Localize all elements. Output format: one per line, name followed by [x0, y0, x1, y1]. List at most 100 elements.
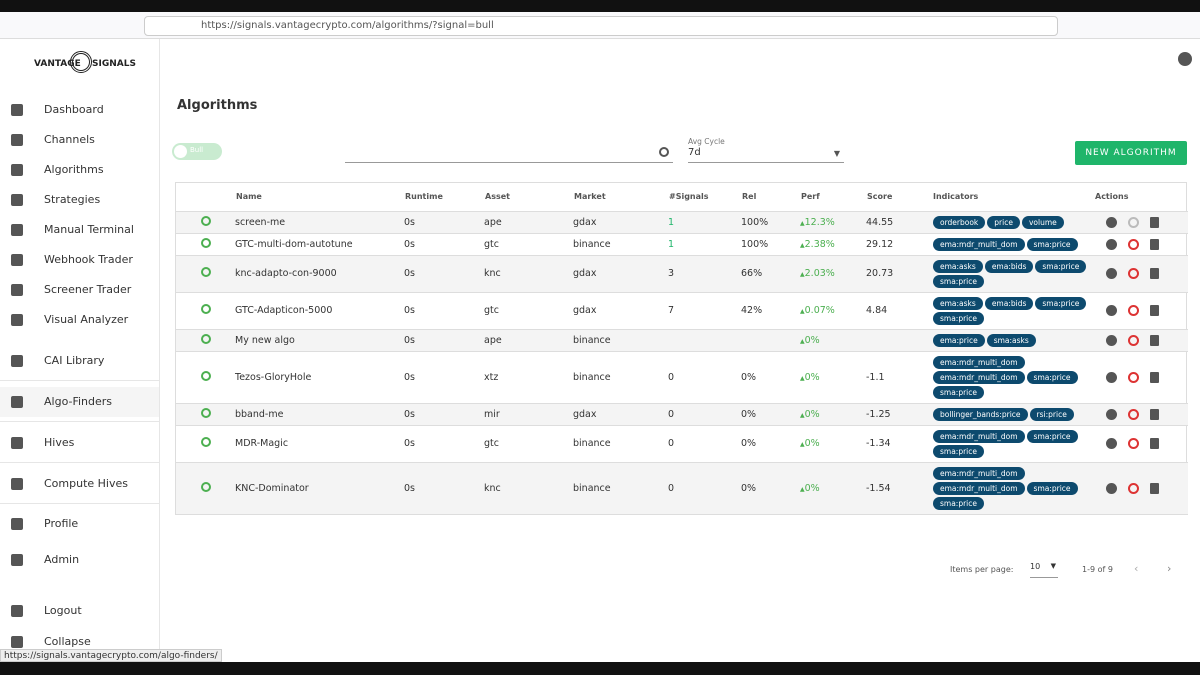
power-icon[interactable] [200, 237, 211, 248]
nav-item[interactable]: Screener Trader [0, 275, 159, 305]
power-cell [176, 211, 235, 234]
nav-label: CAI Library [44, 354, 105, 367]
settings-button[interactable] [1106, 482, 1117, 494]
history-button[interactable] [1128, 334, 1139, 346]
delete-button[interactable] [1150, 305, 1159, 316]
cell [866, 329, 932, 352]
nav-icon [11, 134, 23, 146]
delete-button[interactable] [1150, 268, 1159, 279]
history-button[interactable] [1128, 216, 1139, 228]
bull-toggle[interactable]: Bull [172, 143, 222, 160]
window-bottom [0, 662, 1200, 675]
cell-text: 0% [741, 482, 757, 494]
nav-item[interactable]: CAI Library [0, 346, 159, 376]
power-icon[interactable] [200, 437, 211, 447]
nav-item[interactable]: Admin [0, 545, 159, 575]
nav-item[interactable]: Manual Terminal [0, 215, 159, 245]
header-row: Name Runtime Asset Market #Signals Rel Perf Sco… [176, 183, 1188, 212]
settings-button[interactable] [1106, 216, 1117, 228]
history-button[interactable] [1128, 305, 1139, 316]
history-button[interactable] [1128, 268, 1139, 279]
cell: Tezos-GloryHole [235, 351, 404, 404]
indicators-cell: ema:mdr_multi_dom sma:price sma:price [932, 425, 1094, 463]
delete-button[interactable] [1150, 438, 1159, 449]
settings-button[interactable] [1106, 305, 1117, 316]
avg-cycle-select[interactable]: 7d ▼ [688, 147, 844, 163]
history-button[interactable] [1128, 438, 1139, 449]
next-page[interactable]: › [1167, 562, 1172, 575]
cell-text: -1.1 [866, 371, 885, 383]
indicator-chip: ema:bids [984, 296, 1034, 310]
delete-button[interactable] [1150, 334, 1159, 346]
cell-text: ape [484, 216, 502, 228]
history-button[interactable] [1128, 408, 1139, 420]
delete-button[interactable] [1150, 238, 1159, 250]
table: Name Runtime Asset Market #Signals Rel Perf Sco… [176, 183, 1188, 515]
delete-button[interactable] [1150, 482, 1159, 494]
search-input[interactable] [345, 142, 673, 163]
theme-toggle[interactable] [1178, 52, 1192, 66]
history-button[interactable] [1128, 238, 1139, 250]
indicator-chip: orderbook [933, 215, 986, 229]
settings-button[interactable] [1106, 268, 1117, 279]
nav-label: Channels [44, 133, 95, 146]
cell: 0% [741, 403, 800, 426]
cell: ▲0% [800, 462, 866, 515]
settings-button[interactable] [1106, 408, 1117, 420]
nav-item[interactable]: Compute Hives [0, 469, 159, 499]
delete-button[interactable] [1150, 216, 1159, 228]
power-icon[interactable] [200, 215, 211, 226]
nav-item[interactable]: Collapse [0, 627, 159, 657]
power-icon[interactable] [200, 481, 211, 492]
nav-item[interactable]: Strategies [0, 185, 159, 215]
power-icon[interactable] [200, 407, 211, 418]
nav-item[interactable]: Profile [0, 509, 159, 539]
perf-value: 2.03% [804, 268, 835, 279]
cell-text: binance [573, 334, 611, 346]
power-icon[interactable] [200, 370, 211, 381]
column-header: Market [573, 183, 668, 212]
cell-text: 44.55 [866, 216, 894, 228]
settings-button[interactable] [1106, 371, 1117, 383]
power-icon[interactable] [200, 333, 211, 344]
nav-item[interactable]: Channels [0, 125, 159, 155]
nav-item[interactable]: Algo-Finders [0, 387, 159, 417]
settings-button[interactable] [1106, 438, 1117, 449]
indicator-chip: bollinger_bands:price [933, 407, 1028, 421]
history-button[interactable] [1128, 482, 1139, 494]
history-button[interactable] [1128, 371, 1139, 383]
items-per-page-select[interactable]: 10 ▼ [1030, 562, 1058, 578]
cell: 0 [668, 425, 741, 463]
power-icon[interactable] [200, 267, 211, 277]
indicator-chip: sma:price [933, 444, 985, 458]
power-icon[interactable] [200, 304, 211, 314]
settings-button[interactable] [1106, 238, 1117, 250]
actions-cell [1094, 403, 1188, 426]
cell: gtc [484, 425, 573, 463]
nav-item[interactable]: Visual Analyzer [0, 305, 159, 335]
cell: ▲0% [800, 403, 866, 426]
cell-text: 0% [741, 438, 757, 449]
cell: ▲12.3% [800, 211, 866, 234]
cell: ▲2.03% [800, 255, 866, 293]
cell: 0 [668, 462, 741, 515]
cell: 42% [741, 292, 800, 330]
cell-text: binance [573, 371, 611, 383]
nav-item[interactable]: Hives [0, 428, 159, 458]
address-bar[interactable]: https://signals.vantagecrypto.com/algori… [144, 16, 1058, 36]
power-cell [176, 351, 235, 404]
delete-button[interactable] [1150, 371, 1159, 383]
cell: bband-me [235, 403, 404, 426]
settings-button[interactable] [1106, 334, 1117, 346]
indicators-cell: ema:price sma:asks [932, 329, 1094, 352]
new-algorithm-button[interactable]: NEW ALGORITHM [1075, 141, 1187, 165]
nav-item[interactable]: Algorithms [0, 155, 159, 185]
delete-button[interactable] [1150, 408, 1159, 420]
cell: My new algo [235, 329, 404, 352]
nav-item[interactable]: Logout [0, 596, 159, 626]
prev-page[interactable]: ‹ [1134, 562, 1139, 575]
cell: binance [573, 233, 668, 256]
nav-item[interactable]: Webhook Trader [0, 245, 159, 275]
cell-text: gdax [573, 408, 597, 420]
nav-item[interactable]: Dashboard [0, 95, 159, 125]
